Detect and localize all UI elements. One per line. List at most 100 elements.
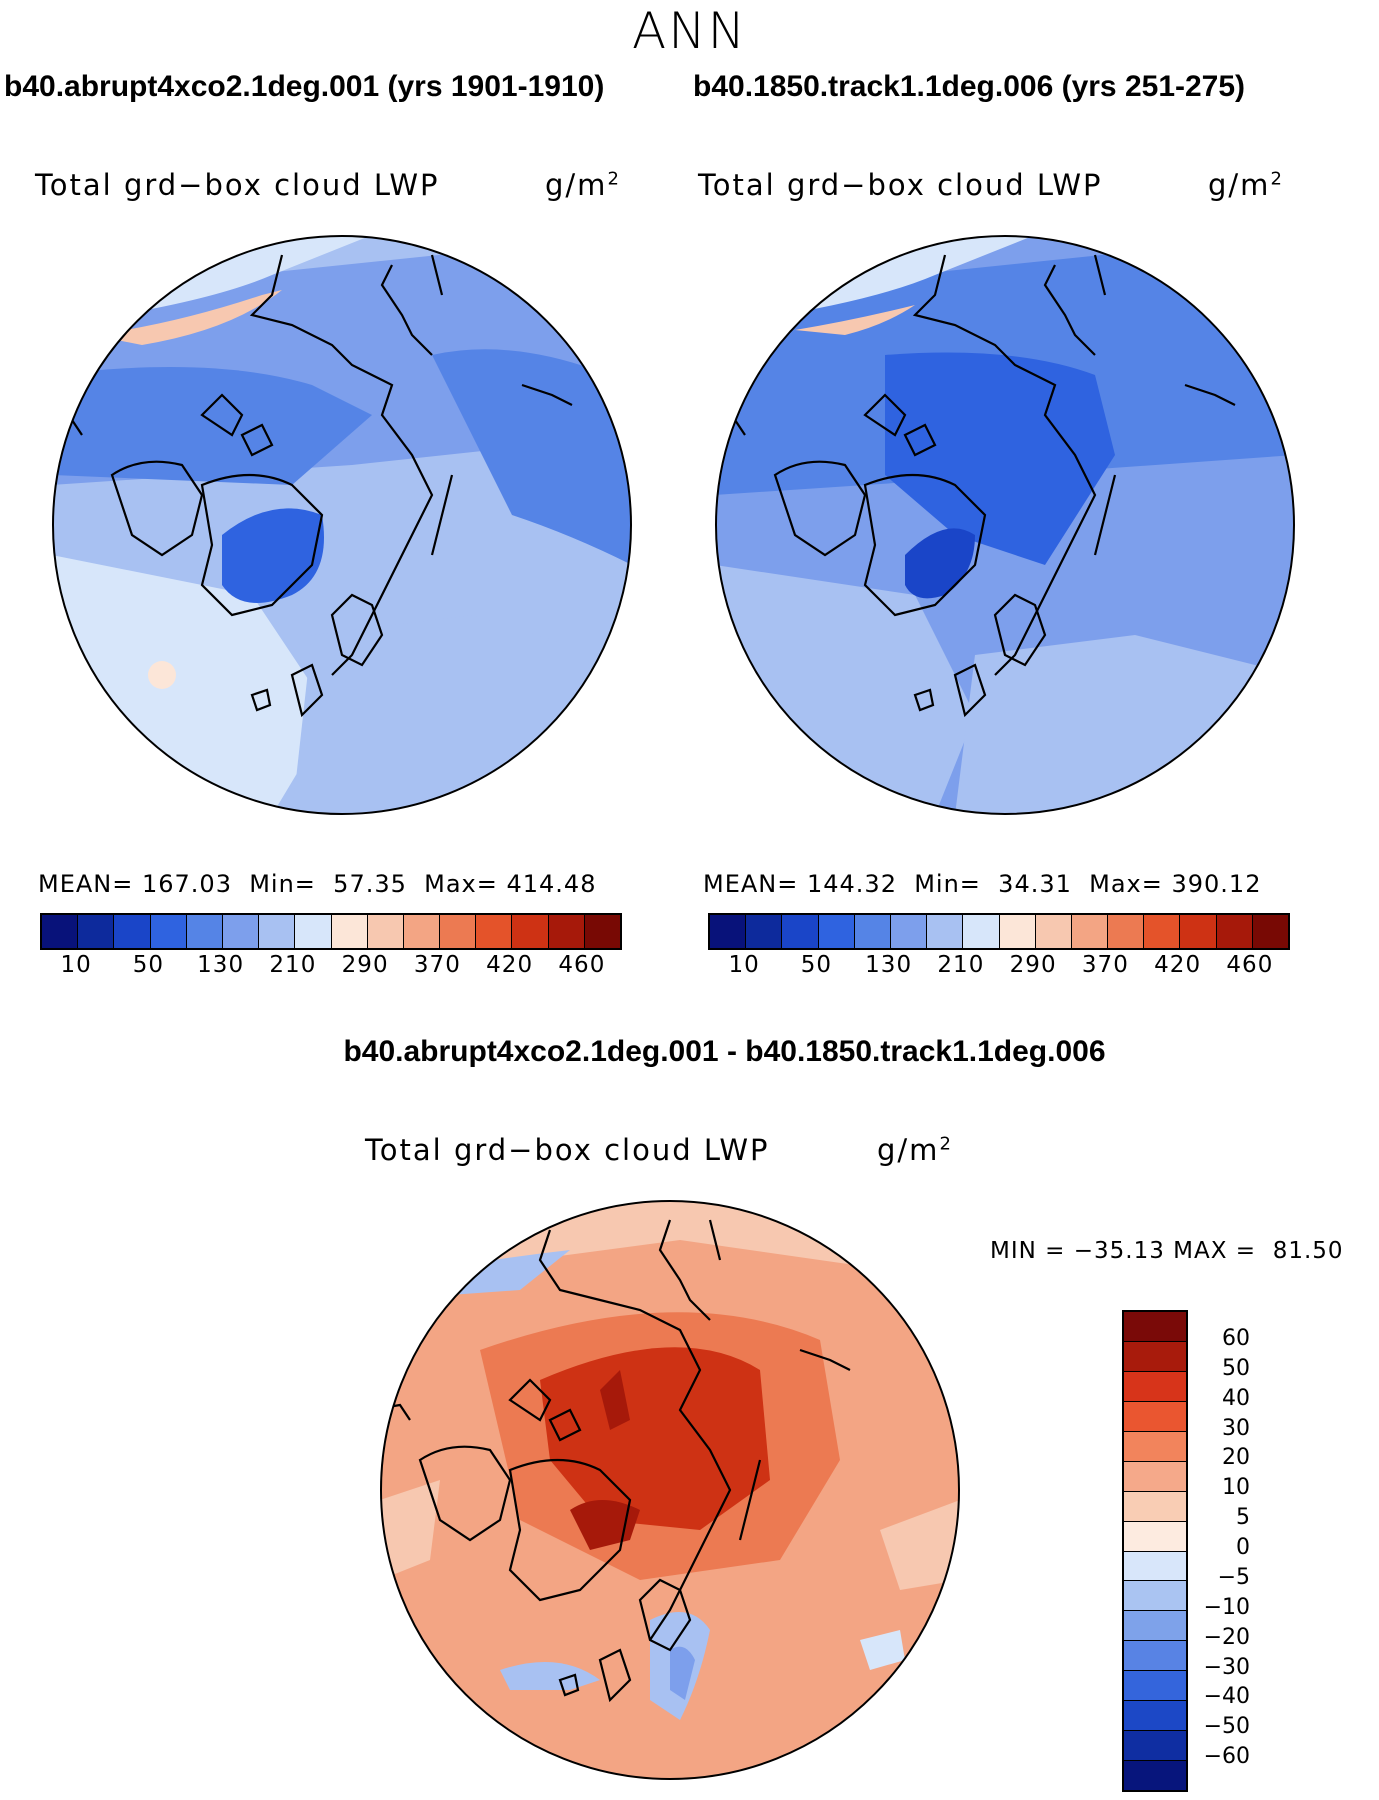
panel2-colorbar-swatch [1180,915,1217,948]
panel1-colorbar-swatch [259,915,296,948]
panel2-colorbar [708,913,1290,950]
panel2-colorbar-tick-label: 370 [1081,952,1129,978]
diff-colorbar-swatch [1124,1611,1186,1642]
diff-polar-map [380,1200,960,1780]
diff-colorbar-tick-label: −50 [1203,1714,1250,1740]
diff-colorbar-tick-label: −60 [1203,1744,1250,1770]
diff-colorbar-swatch [1124,1401,1186,1432]
panel2-stats: MEAN= 144.32 Min= 34.31 Max= 390.12 [703,870,1262,898]
panel1-colorbar-swatch [222,915,260,948]
panel1-variable-label: Total grd−box cloud LWP [35,168,440,202]
panel1-colorbar-tick-label: 10 [60,952,92,978]
diff-colorbar-tick-label: 0 [1236,1535,1250,1560]
panel1-colorbar-tick-label: 210 [269,952,317,978]
diff-colorbar-tick-label: 5 [1236,1505,1250,1531]
diff-colorbar-swatch [1124,1581,1186,1612]
diff-colorbar-tick-label: 10 [1222,1475,1250,1501]
panel1-colorbar-tick-label: 420 [486,952,534,978]
panel2-colorbar-tick-label: 50 [800,952,833,978]
panel1-colorbar-swatch [150,915,187,948]
panel2-units-label: g/m2 [1208,168,1284,202]
panel1-colorbar-swatch [42,915,79,948]
panel2-case-title: b40.1850.track1.1deg.006 (yrs 251-275) [693,70,1246,103]
diff-colorbar-swatch [1124,1731,1186,1762]
diff-case-title: b40.abrupt4xco2.1deg.001 - b40.1850.trac… [343,1035,1106,1068]
diff-colorbar-swatch [1124,1431,1186,1462]
panel1-colorbar-swatch [548,915,585,948]
diff-colorbar-swatch [1124,1371,1186,1402]
panel2-colorbar-swatch [1216,915,1253,948]
diff-stats: MIN = −35.13 MAX = 81.50 [990,1238,1344,1264]
panel1-colorbar-swatch [78,915,115,948]
panel2-colorbar-swatch [999,915,1036,948]
panel1-colorbar-swatch [367,915,404,948]
panel2-colorbar-tick-label: 290 [1009,952,1057,978]
diff-colorbar-tick-label: −40 [1203,1684,1250,1710]
diff-colorbar-swatch [1124,1551,1186,1582]
diff-colorbar-tick-label: −10 [1203,1594,1250,1620]
diff-units-label: g/m2 [877,1133,953,1167]
diff-colorbar-tick-label: 50 [1222,1355,1250,1381]
panel1-colorbar-tick-label: 290 [341,952,389,978]
panel1-polar-map [52,235,632,815]
panel2-variable-label: Total grd−box cloud LWP [698,168,1103,202]
panel1-colorbar-swatch [295,915,332,948]
diff-colorbar-swatch [1124,1461,1186,1492]
diff-colorbar-tick-label: −5 [1217,1564,1250,1590]
panel1-colorbar-swatch [476,915,513,948]
panel2-colorbar-ticks: 10 50 130 210 290 370 420 460 [708,952,1286,982]
diff-colorbar-swatch [1124,1641,1186,1672]
diff-colorbar-tick-label: 40 [1222,1385,1250,1411]
diff-colorbar-swatch [1124,1701,1186,1732]
panel2-colorbar-swatch [1252,915,1288,948]
diff-colorbar-tick-label: −30 [1203,1654,1250,1680]
diff-colorbar-swatch [1124,1341,1186,1372]
panel1-units-label: g/m2 [545,168,621,202]
diff-colorbar-swatch [1124,1671,1186,1702]
diff-colorbar-swatch [1124,1491,1186,1522]
panel2-colorbar-swatch [818,915,855,948]
figure-title: ANN [631,2,747,60]
panel2-colorbar-swatch [782,915,819,948]
panel2-colorbar-swatch [963,915,1000,948]
diff-colorbar-ticks: 60 50 40 30 20 10 5 0 −5 −10 −20 −30 −40 −50 −60 [1180,1310,1280,1788]
diff-colorbar-tick-label: 60 [1222,1325,1250,1351]
panel1-colorbar-ticks: 10 50 130 210 290 370 420 460 [40,952,618,982]
diff-colorbar-tick-label: −20 [1203,1624,1250,1650]
panel1-colorbar-swatch [440,915,477,948]
panel2-colorbar-tick-label: 210 [937,952,985,978]
panel1-colorbar-tick-label: 370 [413,952,461,978]
panel2-colorbar-tick-label: 460 [1226,952,1274,978]
panel2-polar-map [715,235,1295,815]
panel2-colorbar-swatch [1108,915,1145,948]
panel2-colorbar-swatch [890,915,928,948]
panel1-colorbar-swatch [584,915,620,948]
panel2-colorbar-swatch [746,915,783,948]
panel2-colorbar-swatch [1035,915,1072,948]
panel1-colorbar-tick-label: 50 [132,952,165,978]
panel2-colorbar-swatch [927,915,964,948]
panel2-colorbar-tick-label: 420 [1154,952,1202,978]
diff-colorbar-tick-label: 20 [1222,1445,1250,1471]
panel2-colorbar-tick-label: 130 [865,952,913,978]
panel1-colorbar-tick-label: 460 [558,952,606,978]
diff-variable-label: Total grd−box cloud LWP [365,1133,770,1167]
diff-colorbar-swatch [1124,1312,1186,1342]
panel1-colorbar-swatch [403,915,441,948]
diff-colorbar-swatch [1124,1521,1186,1552]
panel2-colorbar-tick-label: 10 [728,952,760,978]
diff-colorbar-tick-label: 30 [1222,1415,1250,1441]
diff-colorbar-swatch [1124,1761,1186,1790]
panel1-colorbar [40,913,622,950]
diff-colorbar [1122,1310,1188,1792]
panel2-colorbar-swatch [710,915,747,948]
panel1-case-title: b40.abrupt4xco2.1deg.001 (yrs 1901-1910) [4,70,605,103]
panel1-colorbar-swatch [114,915,151,948]
panel1-colorbar-swatch [512,915,549,948]
panel1-colorbar-swatch [331,915,368,948]
panel2-colorbar-swatch [1144,915,1181,948]
panel2-colorbar-swatch [854,915,891,948]
panel1-colorbar-swatch [186,915,223,948]
panel1-colorbar-tick-label: 130 [197,952,245,978]
panel1-stats: MEAN= 167.03 Min= 57.35 Max= 414.48 [38,870,597,898]
